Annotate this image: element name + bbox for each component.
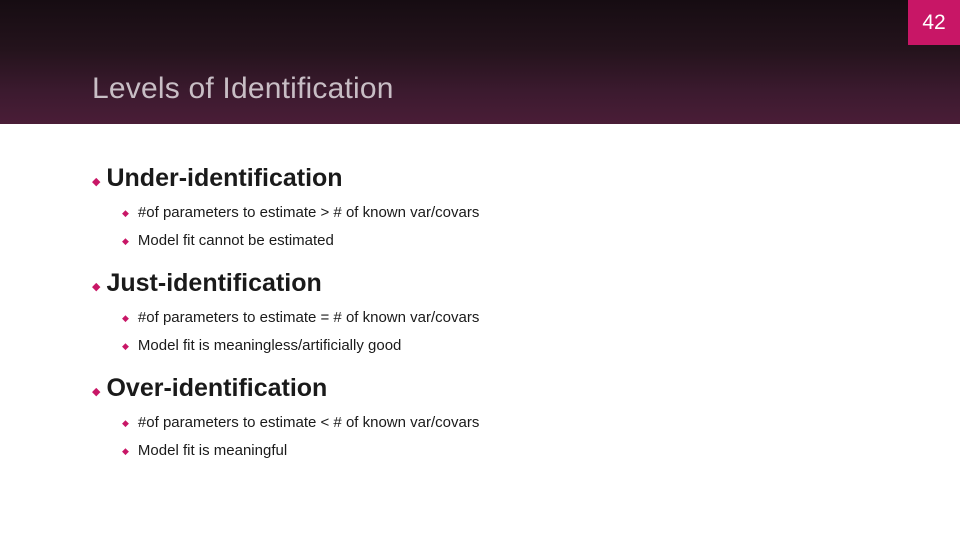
diamond-icon: ◆ — [122, 236, 129, 247]
point-text: Model fit cannot be estimated — [138, 232, 334, 249]
slide-body: ◆ Under-identification ◆ #of parameters … — [92, 150, 920, 520]
heading-text: Over-identification — [106, 374, 327, 403]
slide-title: Levels of Identification — [92, 72, 394, 106]
point-text: #of parameters to estimate = # of known … — [138, 309, 479, 326]
point-text: Model fit is meaningful — [138, 442, 287, 459]
point-text: #of parameters to estimate < # of known … — [138, 414, 479, 431]
bullet-level2: ◆ #of parameters to estimate > # of know… — [122, 204, 920, 221]
slide-header: Levels of Identification — [0, 0, 960, 124]
diamond-icon: ◆ — [92, 385, 100, 398]
bullet-level2: ◆ #of parameters to estimate < # of know… — [122, 414, 920, 431]
diamond-icon: ◆ — [92, 280, 100, 293]
bullet-level1: ◆ Over-identification — [92, 374, 920, 403]
slide-number: 42 — [922, 11, 945, 35]
slide-number-badge: 42 — [908, 0, 960, 45]
diamond-icon: ◆ — [122, 208, 129, 219]
bullet-level1: ◆ Just-identification — [92, 269, 920, 298]
diamond-icon: ◆ — [122, 446, 129, 457]
heading-text: Just-identification — [106, 269, 321, 298]
point-text: Model fit is meaningless/artificially go… — [138, 337, 401, 354]
bullet-level1: ◆ Under-identification — [92, 164, 920, 193]
diamond-icon: ◆ — [122, 313, 129, 324]
diamond-icon: ◆ — [122, 341, 129, 352]
bullet-level2: ◆ #of parameters to estimate = # of know… — [122, 309, 920, 326]
diamond-icon: ◆ — [122, 418, 129, 429]
slide: Levels of Identification 42 ◆ Under-iden… — [0, 0, 960, 540]
diamond-icon: ◆ — [92, 175, 100, 188]
bullet-level2: ◆ Model fit cannot be estimated — [122, 232, 920, 249]
heading-text: Under-identification — [106, 164, 342, 193]
bullet-level2: ◆ Model fit is meaningless/artificially … — [122, 337, 920, 354]
bullet-level2: ◆ Model fit is meaningful — [122, 442, 920, 459]
point-text: #of parameters to estimate > # of known … — [138, 204, 479, 221]
